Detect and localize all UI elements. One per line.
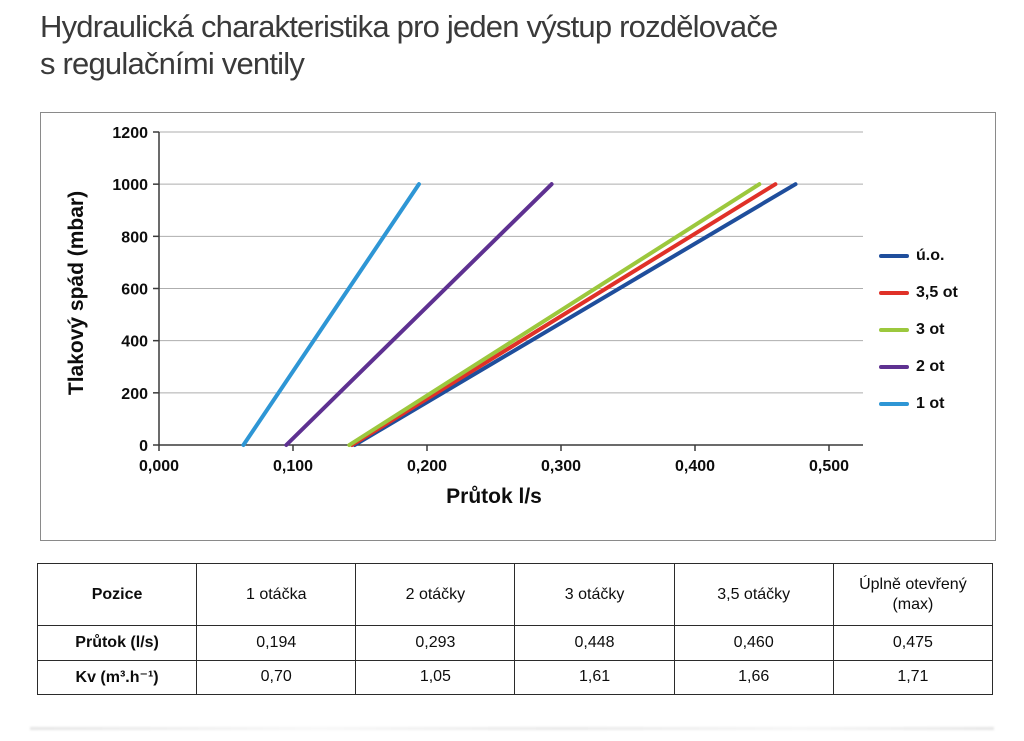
value-cell: 1,61	[514, 659, 675, 695]
header-cell-2: 2 otáčky	[355, 563, 516, 626]
chart-frame: 0 200 400 600 800 1000 1200 0,000 0,100 0,200 0,30…	[40, 112, 996, 541]
table-row-1: Kv (m³.h⁻¹) 0,70 1,05 1,61 1,66 1,71	[36, 659, 994, 695]
header-cell-0: Pozice	[36, 563, 198, 626]
y-tick-label: 1200	[112, 125, 148, 142]
value-cell: 0,293	[355, 625, 516, 661]
value-cell: 0,460	[673, 625, 834, 661]
tick-labels: 0 200 400 600 800 1000 1200 0,000 0,100 0,200 0,30…	[112, 125, 849, 475]
y-tick-label: 400	[121, 334, 148, 351]
value-cell: 0,475	[832, 625, 994, 661]
legend-item-3: 2 ot	[879, 357, 958, 377]
x-tick-label: 0,300	[541, 458, 581, 475]
header-cell-4: 3,5 otáčky	[673, 563, 834, 626]
table-header: Pozice 1 otáčka 2 otáčky 3 otáčky 3,5 otáčky…	[36, 563, 994, 626]
legend-line-swatch	[879, 402, 909, 406]
page-title-line-1: Hydraulická charakteristika pro jeden vý…	[40, 9, 778, 44]
y-tick-label: 600	[121, 282, 148, 299]
valve-position-table: Pozice 1 otáčka 2 otáčky 3 otáčky 3,5 otáčky…	[36, 563, 994, 695]
series-line-3	[284, 182, 554, 447]
hydraulic-characteristic-chart: 0 200 400 600 800 1000 1200 0,000 0,100 0,200 0,30…	[112, 125, 863, 475]
value-cell: 1,05	[355, 659, 516, 695]
x-axis-title: Průtok l/s	[446, 485, 542, 508]
page-title: Hydraulická charakteristika pro jeden vý…	[40, 8, 778, 82]
legend-item-2: 3 ot	[879, 320, 958, 340]
legend-line-swatch	[879, 291, 909, 295]
x-tick-label: 0,000	[139, 458, 179, 475]
series-line-1	[349, 182, 778, 447]
legend-label: 3,5 ot	[916, 284, 958, 301]
x-tick-label: 0,100	[273, 458, 313, 475]
table-row-0: Průtok (l/s) 0,194 0,293 0,448 0,460 0,475	[36, 625, 994, 661]
value-cell: 0,70	[196, 659, 357, 695]
row-label: Průtok (l/s)	[36, 625, 198, 661]
legend-label: 3 ot	[916, 321, 945, 338]
legend-item-4: 1 ot	[879, 394, 958, 414]
axes	[153, 131, 863, 451]
legend-label: 2 ot	[916, 358, 945, 375]
y-tick-label: 0	[139, 438, 148, 455]
chart-legend: ú.o. 3,5 ot 3 ot 2 ot 1 ot	[879, 246, 958, 431]
y-tick-label: 1000	[112, 177, 148, 194]
header-cell-1: 1 otáčka	[196, 563, 357, 626]
scan-artifact-line	[30, 727, 994, 730]
value-cell: 1,66	[673, 659, 834, 695]
y-tick-label: 200	[121, 386, 148, 403]
legend-item-1: 3,5 ot	[879, 283, 958, 303]
legend-label: 1 ot	[916, 395, 945, 412]
series-line-0	[352, 182, 798, 447]
series-line-2	[347, 182, 762, 447]
x-tick-label: 0,200	[407, 458, 447, 475]
y-axis-title: Tlakový spád (mbar)	[65, 190, 88, 396]
value-cell: 0,448	[514, 625, 675, 661]
y-tick-label: 800	[121, 229, 148, 246]
gridlines	[159, 131, 863, 394]
value-cell: 1,71	[832, 659, 994, 695]
legend-line-swatch	[879, 328, 909, 332]
x-tick-label: 0,500	[809, 458, 849, 475]
legend-line-swatch	[879, 254, 909, 258]
series-line-4	[241, 182, 421, 447]
header-cell-3: 3 otáčky	[514, 563, 675, 626]
x-tick-label: 0,400	[675, 458, 715, 475]
legend-label: ú.o.	[916, 247, 945, 264]
header-cell-5: Úplně otevřený (max)	[832, 563, 994, 626]
legend-item-0: ú.o.	[879, 246, 958, 266]
page-title-line-2: s regulačními ventily	[40, 46, 305, 81]
row-label: Kv (m³.h⁻¹)	[36, 659, 198, 695]
legend-line-swatch	[879, 365, 909, 369]
value-cell: 0,194	[196, 625, 357, 661]
